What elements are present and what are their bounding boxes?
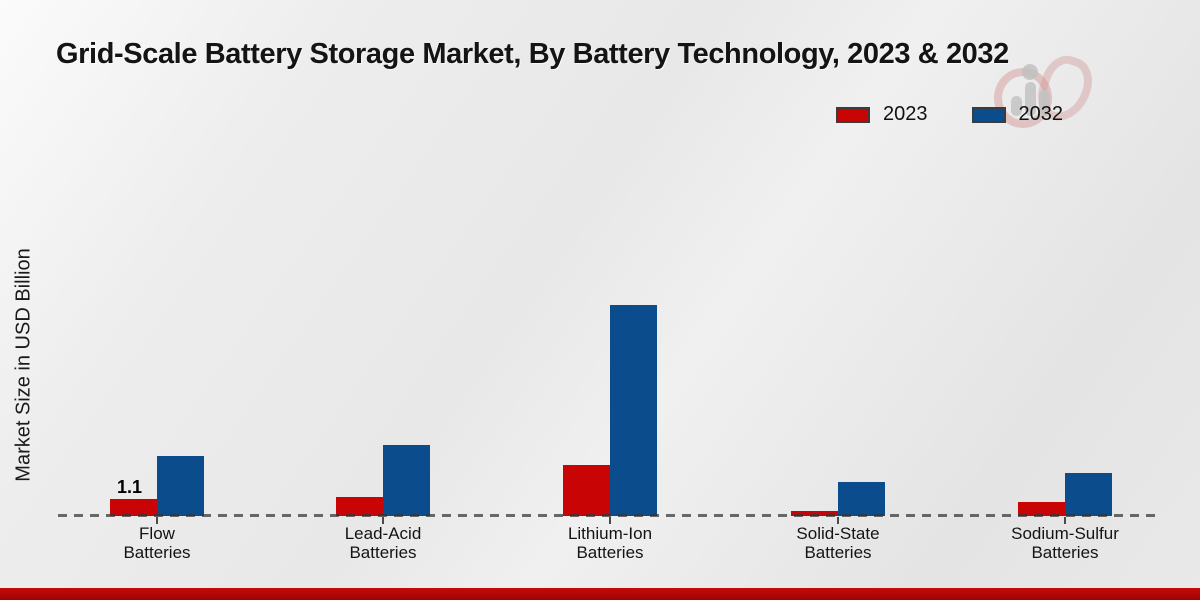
watermark-person-icon: [1022, 64, 1038, 80]
chart-title: Grid-Scale Battery Storage Market, By Ba…: [56, 38, 1009, 70]
watermark-bar-icon: [1025, 82, 1036, 116]
legend-swatch-2023-icon: [836, 106, 870, 123]
legend-swatch-2032-icon: [971, 106, 1006, 123]
watermark-red-ring-icon: [994, 68, 1052, 128]
bar-2032-lithium-ion-batteries: [610, 305, 657, 516]
bar-2023-solid-state-batteries: [791, 511, 838, 516]
bar-value-label: 1.1: [116, 477, 143, 497]
category-label: Solid-State Batteries: [796, 524, 880, 562]
category-label: Lithium-Ion Batteries: [567, 524, 653, 562]
x-axis-tick: [837, 517, 839, 524]
x-axis-tick: [156, 517, 158, 524]
x-axis-tick: [382, 517, 384, 524]
legend-label-2032: 2032: [1018, 103, 1064, 125]
watermark-bar-icon: [1011, 96, 1022, 116]
bar-2032-sodium-sulfur-batteries: [1065, 473, 1112, 516]
bar-2023-sodium-sulfur-batteries: [1018, 502, 1065, 516]
footer-band: [0, 588, 1200, 600]
legend-item-2032: 2032: [971, 103, 1064, 126]
x-axis-tick: [1064, 517, 1066, 524]
bar-2023-lithium-ion-batteries: [563, 465, 610, 516]
bar-2023-flow-batteries: [110, 499, 157, 516]
watermark-bar-icon: [1039, 90, 1050, 116]
bar-2032-lead-acid-batteries: [383, 445, 430, 516]
bar-2032-flow-batteries: [157, 456, 204, 516]
x-axis-baseline: [58, 514, 1159, 517]
brand-watermark-logo: [994, 49, 1099, 129]
bar-2023-lead-acid-batteries: [336, 497, 383, 516]
legend-item-2023: 2023: [836, 103, 928, 126]
x-axis-tick: [609, 517, 611, 524]
legend: 2023 2032: [836, 103, 1063, 126]
category-label: Sodium-Sulfur Batteries: [1011, 524, 1119, 562]
bar-2032-solid-state-batteries: [838, 482, 885, 516]
legend-label-2023: 2023: [883, 103, 928, 125]
category-label: Flow Batteries: [123, 524, 191, 562]
category-label: Lead-Acid Batteries: [344, 524, 422, 562]
